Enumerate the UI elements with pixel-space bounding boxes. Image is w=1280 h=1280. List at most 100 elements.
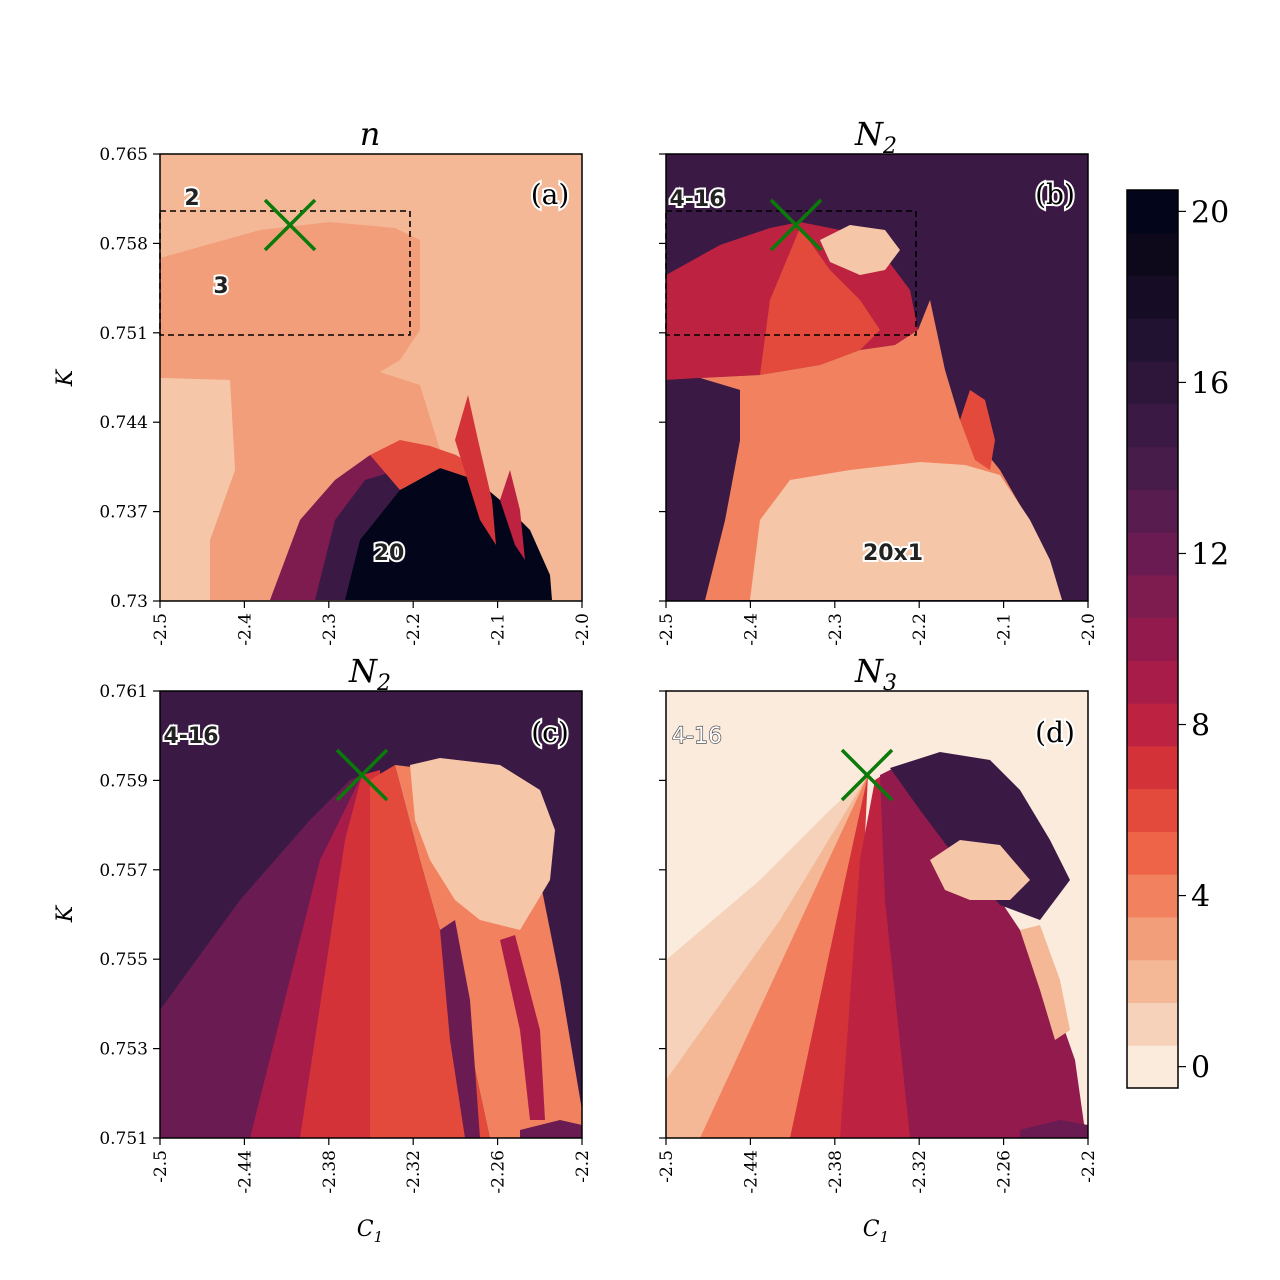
panel-d-frame xyxy=(665,690,1089,1139)
x-tick-label: -2.2 xyxy=(573,1150,593,1183)
panel-c-y-ticks: 0.761 0.759 0.757 0.755 0.753 0.751 xyxy=(99,682,160,1149)
panel-a-ylabel: K xyxy=(53,368,78,387)
region-1 xyxy=(750,462,1062,600)
region-20 xyxy=(345,468,552,600)
annotation-4-16: 4-16 xyxy=(672,724,722,749)
panel-d-label: (d) xyxy=(1035,716,1075,749)
region-fan-3 xyxy=(700,775,868,1138)
annotation-3: 3 xyxy=(213,274,228,299)
panel-c-xlabel: C1 xyxy=(357,1217,383,1246)
region-streak-1 xyxy=(440,920,480,1138)
marker-x xyxy=(769,198,823,252)
colorbar-swatch xyxy=(1127,318,1178,362)
colorbar-swatch xyxy=(1127,788,1178,832)
y-tick-label: 0.753 xyxy=(99,1040,148,1060)
x-tick-label: -2.44 xyxy=(235,1150,255,1194)
x-tick-label: -2.0 xyxy=(1079,613,1099,646)
y-tick-label: 0.751 xyxy=(99,324,148,344)
x-tick-label: -2.38 xyxy=(826,1150,846,1194)
region-lobe-top xyxy=(820,225,900,275)
panel-b-title: N2 xyxy=(854,115,897,159)
x-tick-label: -2.38 xyxy=(320,1150,340,1194)
y-tick-label: 0.73 xyxy=(110,592,148,612)
marker-x xyxy=(840,748,894,802)
annotation-4-16: 4-16 xyxy=(163,724,218,749)
panel-c: N2 (c) 4-16 0.7610.7590.7570.7550.7530.7… xyxy=(53,652,593,1246)
annotation-4-16: 4-16 xyxy=(669,187,724,212)
panel-d-x-ticks: -2.5 -2.44 -2.38 -2.32 -2.26 -2.2 xyxy=(657,1138,1099,1194)
region-spike xyxy=(960,390,995,470)
panel-b-heatmap xyxy=(666,154,1088,601)
panel-b-frame xyxy=(665,153,1089,602)
colorbar-tick-label: 12 xyxy=(1191,537,1229,572)
x-tick-label: -2.4 xyxy=(235,613,255,646)
y-tick-label: 0.765 xyxy=(99,145,148,165)
x-tick-label: -2.1 xyxy=(995,613,1015,646)
panel-b-zoom-box xyxy=(665,210,917,336)
region-fan-2 xyxy=(666,775,868,1138)
x-tick-label: -2.4 xyxy=(741,613,761,646)
y-tick-label: 0.737 xyxy=(99,503,148,523)
panel-a-frame xyxy=(159,153,583,602)
colorbar-tick-label: 4 xyxy=(1191,880,1210,915)
panel-b: N2 (b) 4-16 20x1 -2.5 -2.4 -2.3 -2.2 -2.1 -2.… xyxy=(657,115,1099,646)
colorbar-swatch xyxy=(1127,446,1178,490)
colorbar-tick-label: 20 xyxy=(1191,195,1229,230)
colorbar-tick-label: 16 xyxy=(1191,366,1229,401)
annotation-20x1: 20x1 xyxy=(863,541,923,566)
panel-c-label: (c) xyxy=(531,716,569,749)
region-left-dark xyxy=(666,378,740,600)
panel-b-y-ticks xyxy=(659,153,666,602)
x-tick-label: -2.5 xyxy=(657,613,677,646)
panel-c-ylabel: K xyxy=(53,904,78,923)
panel-a-title: n xyxy=(360,115,381,153)
marker-x xyxy=(335,748,389,802)
x-tick-label: -2.5 xyxy=(151,613,171,646)
x-tick-label: -2.44 xyxy=(741,1150,761,1194)
x-tick-label: -2.26 xyxy=(489,1150,509,1194)
region-bottom-strip xyxy=(520,1120,582,1138)
panel-d-y-ticks xyxy=(659,690,666,1139)
panel-b-label: (b) xyxy=(1035,178,1075,211)
x-tick-label: -2.26 xyxy=(995,1150,1015,1194)
colorbar-swatch xyxy=(1127,403,1178,448)
colorbar-swatch xyxy=(1127,574,1178,619)
region-fan-5 xyxy=(840,770,920,1138)
colorbar-swatch xyxy=(1127,959,1178,1003)
colorbar: 20 16 12 8 4 0 xyxy=(1126,189,1229,1089)
panel-c-frame xyxy=(159,690,583,1139)
x-tick-label: -2.32 xyxy=(910,1150,930,1194)
y-tick-label: 0.761 xyxy=(99,682,148,702)
x-tick-label: -2.5 xyxy=(151,1150,171,1183)
panel-d-heatmap xyxy=(666,691,1088,1138)
x-tick-label: -2.32 xyxy=(404,1150,424,1194)
y-tick-label: 0.744 xyxy=(99,413,148,433)
x-tick-label: -2.2 xyxy=(910,613,930,646)
panel-a: n (a) 2 3 20 0.7650.7580.7510.7440.7370.… xyxy=(53,115,593,646)
colorbar-swatch xyxy=(1127,275,1178,319)
colorbar-frame xyxy=(1126,189,1179,1089)
panel-a-zoom-box xyxy=(159,210,411,336)
colorbar-swatch xyxy=(1127,660,1178,704)
region-light-right xyxy=(1020,925,1070,1040)
colorbar-swatch xyxy=(1127,232,1178,277)
colorbar-tick-label: 0 xyxy=(1191,1051,1210,1086)
region-spike-1 xyxy=(455,395,496,545)
annotation-2: 2 xyxy=(184,186,199,211)
region-fan-red xyxy=(760,228,880,375)
panel-b-x-ticks: -2.5 -2.4 -2.3 -2.2 -2.1 -2.0 xyxy=(657,601,1099,646)
x-tick-label: -2.0 xyxy=(573,613,593,646)
region-bottom-strip xyxy=(1020,1120,1088,1138)
x-tick-label: -2.3 xyxy=(320,613,340,646)
panel-c-heatmap xyxy=(160,691,582,1138)
colorbar-swatch xyxy=(1127,745,1178,790)
panel-d: N3 (d) 4-16 -2.5 -2.44 -2.38 -2.32 -2.26 -2.2… xyxy=(657,652,1099,1246)
colorbar-swatch xyxy=(1127,190,1178,234)
colorbar-swatch xyxy=(1127,361,1178,405)
colorbar-swatch xyxy=(1127,1045,1178,1089)
panel-a-heatmap xyxy=(160,154,582,601)
panel-c-title: N2 xyxy=(348,652,391,696)
x-tick-label: -2.2 xyxy=(1079,1150,1099,1183)
region-2-strip xyxy=(160,378,235,600)
